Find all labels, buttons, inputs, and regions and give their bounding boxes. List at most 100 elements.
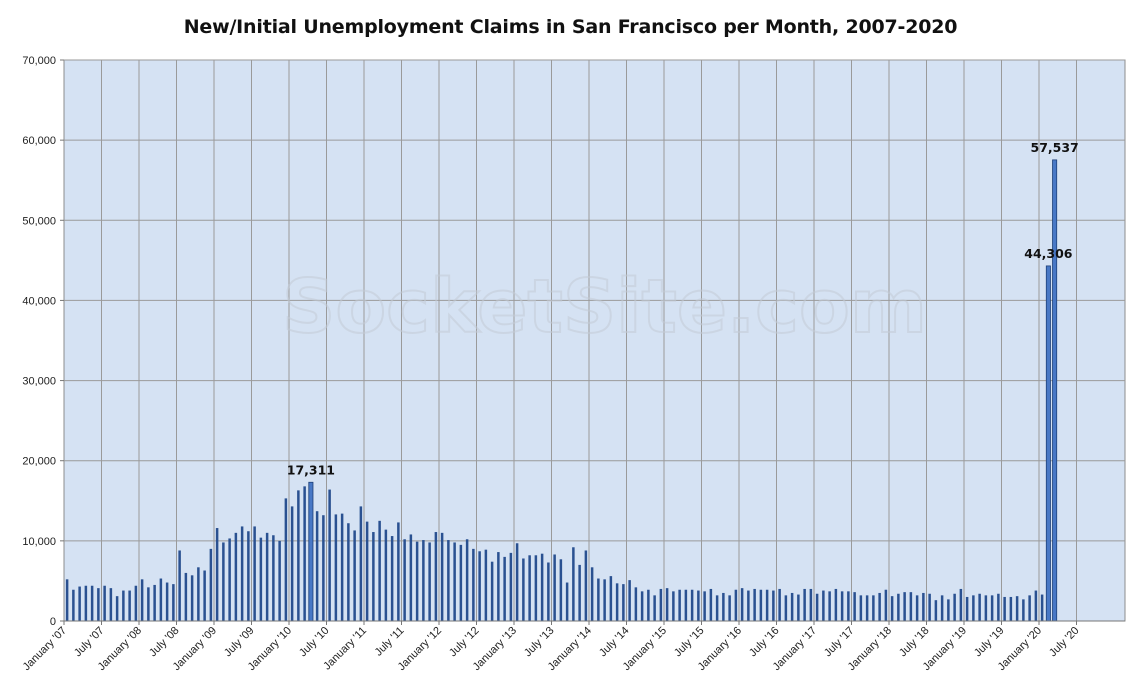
bar bbox=[740, 588, 744, 621]
bar bbox=[497, 552, 500, 621]
bar bbox=[222, 542, 225, 621]
data-label: 57,537 bbox=[1031, 140, 1079, 155]
bar bbox=[228, 538, 231, 621]
bar bbox=[434, 532, 438, 621]
bar bbox=[247, 531, 250, 621]
bar bbox=[959, 588, 963, 621]
bar bbox=[784, 595, 788, 621]
bar bbox=[1009, 596, 1013, 621]
bar bbox=[534, 555, 538, 621]
bar bbox=[259, 537, 263, 621]
bar bbox=[790, 592, 794, 621]
bar bbox=[465, 539, 469, 621]
bar bbox=[690, 589, 694, 621]
bar bbox=[603, 579, 606, 621]
bar bbox=[990, 595, 994, 621]
bar bbox=[709, 588, 713, 621]
bar bbox=[978, 593, 981, 621]
data-label: 17,311 bbox=[287, 462, 335, 477]
bar bbox=[384, 529, 388, 621]
bar bbox=[853, 592, 856, 621]
bar-series bbox=[65, 159, 1058, 622]
bar bbox=[290, 506, 294, 621]
bar bbox=[609, 576, 613, 621]
bar bbox=[847, 591, 850, 621]
bar bbox=[997, 593, 1000, 621]
bar bbox=[715, 595, 719, 621]
bar bbox=[697, 590, 700, 621]
bar bbox=[178, 550, 181, 621]
x-tick-label: January '07 bbox=[21, 625, 69, 673]
bar bbox=[328, 489, 331, 621]
bar bbox=[590, 567, 594, 621]
bar bbox=[947, 599, 950, 621]
bar bbox=[272, 535, 275, 621]
bar bbox=[409, 534, 413, 621]
bar bbox=[265, 532, 269, 621]
x-tick-label: July '20 bbox=[1047, 625, 1082, 660]
bar bbox=[284, 498, 288, 621]
bar bbox=[65, 579, 69, 621]
chart-title: New/Initial Unemployment Claims in San F… bbox=[183, 16, 958, 38]
bar bbox=[1045, 265, 1051, 622]
bar bbox=[797, 594, 800, 621]
bar bbox=[809, 588, 813, 621]
bar bbox=[747, 590, 750, 621]
bar bbox=[884, 589, 888, 621]
bar bbox=[459, 544, 463, 621]
x-tick-label: July '13 bbox=[522, 625, 557, 660]
bar bbox=[909, 592, 913, 621]
bar bbox=[428, 542, 431, 621]
bar bbox=[297, 490, 300, 621]
bar bbox=[559, 559, 563, 621]
bar bbox=[722, 592, 725, 621]
x-tick-label: July '15 bbox=[672, 625, 707, 660]
bar bbox=[665, 588, 669, 621]
bar bbox=[72, 589, 75, 621]
bar bbox=[1003, 596, 1006, 621]
bar bbox=[397, 522, 400, 621]
bar bbox=[765, 589, 769, 621]
x-tick-label: July '17 bbox=[822, 625, 857, 660]
bar bbox=[565, 582, 569, 621]
bar bbox=[203, 570, 206, 621]
bar bbox=[865, 595, 869, 621]
bar bbox=[828, 591, 831, 621]
y-tick-label: 20,000 bbox=[22, 456, 56, 468]
bar bbox=[890, 596, 894, 621]
bar bbox=[322, 515, 325, 621]
bar bbox=[278, 540, 281, 621]
bar bbox=[153, 584, 156, 621]
bar bbox=[84, 585, 88, 621]
bar bbox=[253, 526, 256, 621]
bar bbox=[528, 555, 531, 621]
y-tick-label: 50,000 bbox=[22, 215, 56, 227]
bar bbox=[134, 585, 138, 621]
bar bbox=[922, 592, 925, 621]
bar bbox=[547, 562, 550, 621]
y-tick-label: 70,000 bbox=[22, 55, 56, 67]
bar bbox=[422, 540, 425, 621]
bar bbox=[1028, 595, 1031, 621]
bar bbox=[403, 539, 406, 621]
bar bbox=[803, 588, 806, 621]
bar bbox=[659, 588, 663, 621]
bar bbox=[159, 578, 163, 621]
bar bbox=[1022, 599, 1025, 621]
bar bbox=[872, 595, 875, 621]
bar bbox=[759, 589, 763, 621]
watermark: SocketSite.com bbox=[282, 264, 927, 350]
bar bbox=[1034, 590, 1038, 621]
bar bbox=[334, 514, 338, 621]
x-tick-label: July '11 bbox=[373, 625, 407, 659]
x-tick-label: July '09 bbox=[222, 625, 257, 660]
bar bbox=[1052, 159, 1058, 622]
bar bbox=[440, 532, 444, 621]
x-tick-label: July '12 bbox=[447, 625, 482, 660]
bar bbox=[215, 528, 219, 621]
bar bbox=[240, 526, 244, 621]
y-tick-label: 60,000 bbox=[22, 135, 56, 147]
bar bbox=[115, 596, 119, 621]
bar bbox=[234, 532, 238, 621]
x-tick-label: July '08 bbox=[147, 625, 182, 660]
